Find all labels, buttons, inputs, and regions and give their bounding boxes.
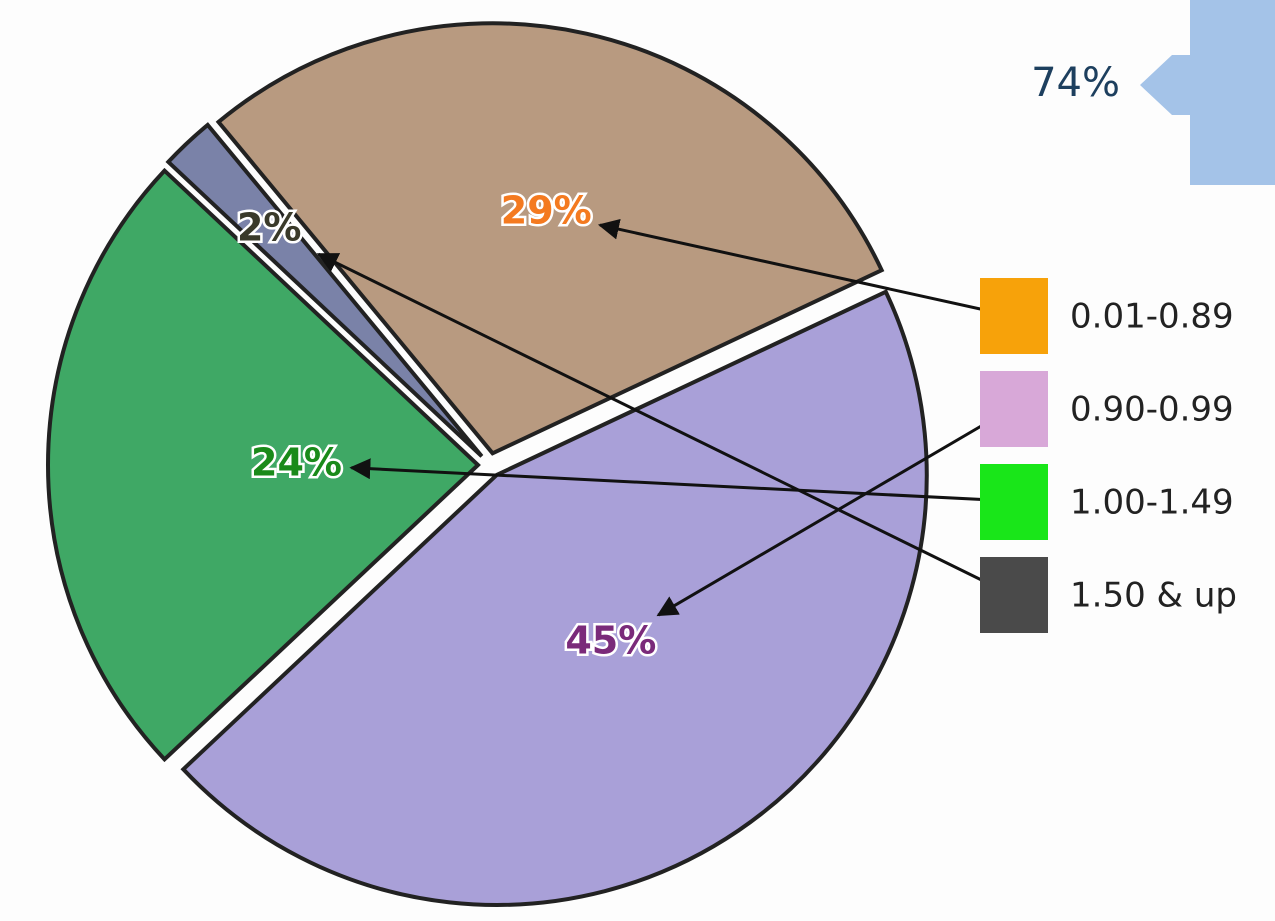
data-label: 24% (251, 441, 342, 485)
data-label: 29% (501, 189, 592, 233)
data-label: 45% (565, 618, 656, 662)
legend-swatch (980, 371, 1048, 447)
data-label: 2% (237, 205, 302, 249)
legend-label: 1.50 & up (1070, 576, 1237, 616)
legend-label: 1.00-1.49 (1070, 483, 1234, 523)
legend-swatch (980, 278, 1048, 354)
chart: 74% 29% 45% 24% 2% 0.01-0.89 0.90-0.99 1.00-1… (0, 0, 1275, 921)
legend-label: 0.01-0.89 (1070, 297, 1234, 337)
callout-arrow (1140, 0, 1275, 185)
annotation: 74% (1031, 60, 1120, 106)
legend-swatch (980, 464, 1048, 540)
legend: 0.01-0.89 0.90-0.99 1.00-1.49 1.50 & up (980, 278, 1237, 633)
legend-label: 0.90-0.99 (1070, 390, 1234, 430)
legend-swatch (980, 557, 1048, 633)
pie (48, 23, 927, 905)
